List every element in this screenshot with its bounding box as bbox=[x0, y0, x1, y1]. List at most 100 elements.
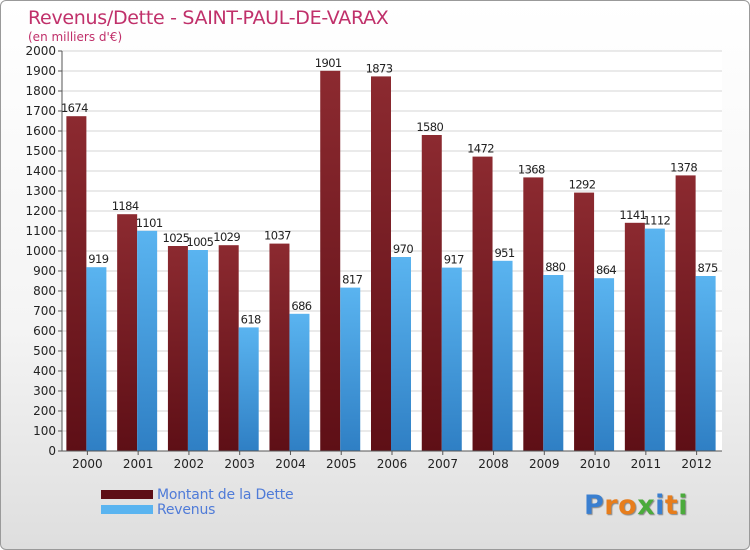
label-dette-2011: 1141 bbox=[619, 208, 646, 222]
y-tick-label: 200 bbox=[33, 404, 56, 418]
label-revenus-2006: 970 bbox=[393, 242, 413, 256]
y-tick-label: 2000 bbox=[25, 44, 56, 58]
x-tick-label-2012: 2012 bbox=[681, 457, 712, 471]
x-tick-label-2003: 2003 bbox=[224, 457, 255, 471]
y-tick-label: 500 bbox=[33, 344, 56, 358]
x-tick-label-2010: 2010 bbox=[580, 457, 611, 471]
legend-swatch-revenus bbox=[101, 505, 153, 514]
y-tick-label: 1900 bbox=[25, 64, 56, 78]
x-tick-label-2006: 2006 bbox=[377, 457, 408, 471]
label-dette-2010: 1292 bbox=[569, 178, 596, 192]
label-dette-2004: 1037 bbox=[264, 229, 291, 243]
bar-dette-2008 bbox=[472, 156, 493, 451]
logo-letter: i bbox=[655, 490, 665, 521]
y-tick-label: 1100 bbox=[25, 224, 56, 238]
bar-revenus-2012 bbox=[695, 276, 716, 451]
label-dette-2002: 1025 bbox=[162, 231, 189, 245]
label-revenus-2012: 875 bbox=[698, 261, 718, 275]
label-dette-2007: 1580 bbox=[416, 120, 443, 134]
label-revenus-2007: 917 bbox=[444, 253, 464, 267]
x-tick-label-2001: 2001 bbox=[123, 457, 154, 471]
x-tick-label-2011: 2011 bbox=[631, 457, 662, 471]
label-dette-2008: 1472 bbox=[467, 142, 494, 156]
label-dette-2001: 1184 bbox=[112, 199, 139, 213]
legend-swatch-dette bbox=[101, 490, 153, 499]
label-revenus-2001: 1101 bbox=[136, 216, 163, 230]
y-tick-label: 100 bbox=[33, 424, 56, 438]
y-tick-label: 300 bbox=[33, 384, 56, 398]
x-tick-label-2002: 2002 bbox=[174, 457, 205, 471]
y-tick-label: 1200 bbox=[25, 204, 56, 218]
label-dette-2000: 1674 bbox=[61, 101, 88, 115]
x-tick-label-2009: 2009 bbox=[529, 457, 560, 471]
bar-revenus-2009 bbox=[543, 275, 564, 451]
bar-revenus-2007 bbox=[441, 267, 462, 451]
y-tick-label: 1500 bbox=[25, 144, 56, 158]
logo-letter: r bbox=[604, 490, 619, 521]
label-revenus-2002: 1005 bbox=[186, 235, 213, 249]
bar-dette-2012 bbox=[675, 175, 696, 451]
bar-revenus-2005 bbox=[340, 287, 361, 451]
logo-letter: P bbox=[584, 490, 605, 521]
bar-dette-2001 bbox=[117, 214, 138, 451]
x-tick-label-2000: 2000 bbox=[72, 457, 103, 471]
bar-dette-2007 bbox=[421, 135, 442, 451]
label-revenus-2011: 1112 bbox=[643, 214, 670, 228]
bar-dette-2006 bbox=[371, 76, 391, 452]
label-revenus-2000: 919 bbox=[88, 252, 108, 266]
bar-revenus-2008 bbox=[492, 260, 513, 451]
bar-dette-2010 bbox=[574, 192, 595, 451]
legend-label-revenus: Revenus bbox=[157, 501, 216, 518]
bar-dette-2000 bbox=[66, 116, 87, 451]
y-tick-label: 400 bbox=[33, 364, 56, 378]
legend-item-dette: Montant de la Dette bbox=[101, 486, 294, 503]
label-revenus-2003: 618 bbox=[241, 312, 261, 326]
label-revenus-2008: 951 bbox=[494, 246, 514, 260]
bar-revenus-2010 bbox=[594, 278, 615, 451]
y-tick-label: 900 bbox=[33, 264, 56, 278]
label-dette-2005: 1901 bbox=[315, 56, 342, 70]
bar-revenus-2001 bbox=[137, 230, 158, 451]
chart-subtitle: (en milliers d'€) bbox=[28, 30, 123, 44]
legend-item-revenus: Revenus bbox=[101, 501, 293, 518]
bars bbox=[66, 70, 716, 452]
x-tick-label-2007: 2007 bbox=[427, 457, 458, 471]
y-tick-label: 1000 bbox=[25, 244, 56, 258]
legend: Montant de la Dette Revenus bbox=[101, 486, 294, 518]
logo-letter: t bbox=[664, 490, 679, 521]
label-revenus-2010: 864 bbox=[596, 263, 616, 277]
axes: 0 100 200 300 400 500 600 700 800 900 1000 1100 1200… bbox=[25, 44, 722, 471]
y-tick-label: 1600 bbox=[25, 124, 56, 138]
chart-title: Revenus/Dette - SAINT-PAUL-DE-VARAX bbox=[28, 7, 389, 29]
y-tick-label: 1800 bbox=[25, 84, 56, 98]
logo-letter: x bbox=[637, 490, 656, 521]
logo-letter: i bbox=[678, 490, 689, 521]
y-tick-label: 800 bbox=[33, 284, 56, 298]
label-revenus-2005: 817 bbox=[342, 273, 362, 287]
logo-letter: o bbox=[618, 490, 638, 521]
y-tick-label: 1700 bbox=[25, 104, 56, 118]
y-tick-label: 600 bbox=[33, 324, 56, 338]
label-revenus-2004: 686 bbox=[291, 299, 311, 313]
y-tick-label: 0 bbox=[48, 444, 56, 458]
label-dette-2006: 1873 bbox=[366, 61, 393, 75]
bar-dette-2004 bbox=[269, 243, 290, 451]
y-tick-label: 1300 bbox=[25, 184, 56, 198]
label-dette-2009: 1368 bbox=[518, 162, 545, 176]
legend-label-dette: Montant de la Dette bbox=[157, 486, 294, 503]
bar-revenus-2006 bbox=[391, 257, 411, 451]
bar-revenus-2000 bbox=[86, 267, 107, 451]
label-revenus-2009: 880 bbox=[545, 260, 565, 274]
x-tick-label-2008: 2008 bbox=[478, 457, 509, 471]
bar-dette-2002 bbox=[167, 246, 188, 451]
bar-dette-2003 bbox=[218, 245, 239, 451]
y-tick-label: 700 bbox=[33, 304, 56, 318]
bar-dette-2009 bbox=[523, 177, 544, 451]
x-tick-label-2004: 2004 bbox=[275, 457, 306, 471]
bar-dette-2011 bbox=[624, 222, 645, 451]
bar-revenus-2002 bbox=[187, 250, 208, 451]
label-dette-2012: 1378 bbox=[670, 160, 697, 174]
